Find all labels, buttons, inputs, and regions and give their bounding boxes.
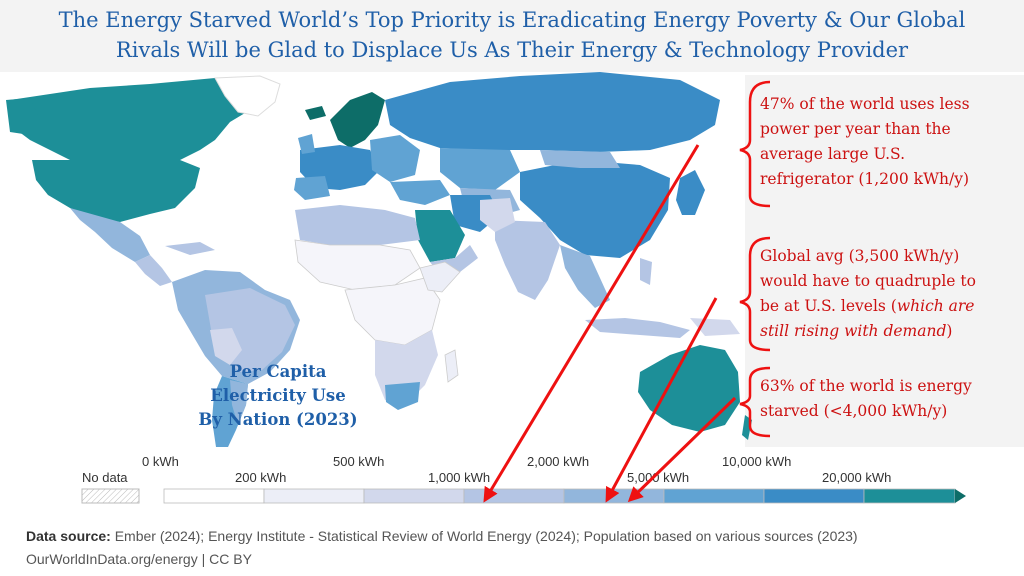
australia	[638, 345, 740, 432]
philippines	[640, 258, 652, 285]
data-source-site: OurWorldInData.org/energy | CC BY	[26, 551, 252, 567]
map-label-line-1: Per Capita	[229, 362, 327, 381]
turkey-levant	[390, 180, 450, 205]
brace-2	[739, 236, 771, 352]
map-label-line-2: Electricity Use	[210, 386, 346, 405]
iceland	[305, 106, 326, 120]
southeast-asia	[560, 245, 610, 308]
north-africa	[295, 205, 420, 245]
legend-tick-10000: 10,000 kWh	[722, 454, 792, 469]
canada-greenland	[10, 78, 265, 165]
arrow-energy-starved	[627, 396, 737, 503]
south-africa	[385, 382, 420, 410]
callout-1-line-4: refrigerator (1,200 kWh/y)	[760, 170, 970, 188]
arrow-refrigerator	[483, 144, 700, 503]
scandinavia	[330, 92, 385, 148]
callout-2-line-2: would have to quadruple to	[760, 272, 976, 290]
callout-2-line-3: be at U.S. levels (which are	[760, 297, 975, 315]
legend-tick-20000: 20,000 kWh	[822, 470, 892, 485]
map-label: Per Capita Electricity Use By Nation (20…	[178, 360, 378, 432]
mongolia	[540, 150, 620, 168]
saudi-arabia	[415, 210, 465, 262]
china	[520, 160, 670, 258]
legend-bin-0	[163, 488, 265, 504]
legend-bin-1	[263, 488, 365, 504]
uk	[298, 134, 315, 154]
data-source: Data source: Ember (2024); Energy Instit…	[26, 528, 858, 544]
indonesia	[585, 318, 690, 338]
title-line-2: Rivals Will be Glad to Displace Us As Th…	[115, 38, 909, 62]
bolivia-paraguay	[210, 328, 242, 365]
madagascar	[444, 349, 459, 383]
callout-1-line-3: average large U.S.	[760, 145, 906, 163]
legend-tick-5000: 5,000 kWh	[627, 470, 690, 485]
callout-2-line-1: Global avg (3,500 kWh/y)	[760, 247, 960, 265]
legend-tick-2000: 2,000 kWh	[527, 454, 590, 469]
callout-3-line-2: starved (<4,000 kWh/y)	[760, 402, 948, 420]
legend-bin-2	[363, 488, 465, 504]
callout-1-line-2: power per year than the	[760, 120, 951, 138]
eastern-europe	[370, 135, 420, 182]
usa	[32, 160, 200, 222]
callout-global-avg: Global avg (3,500 kWh/y) would have to q…	[760, 244, 976, 344]
alaska	[6, 98, 40, 135]
legend-bin-7	[863, 488, 956, 504]
horn-africa	[419, 261, 461, 293]
pakistan-afgh	[480, 198, 515, 232]
central-america	[135, 255, 172, 286]
legend-bins	[163, 488, 956, 504]
legend-bin-3	[463, 488, 565, 504]
callout-2-line-4: still rising with demand)	[760, 322, 953, 340]
callout-energy-starved: 63% of the world is energy starved (<4,0…	[760, 374, 972, 424]
map-label-line-3: By Nation (2023)	[198, 410, 358, 429]
greenland	[214, 75, 281, 117]
callout-panel	[745, 75, 1024, 447]
callout-1-line-1: 47% of the world uses less	[760, 95, 970, 113]
legend-bin-6	[763, 488, 865, 504]
legend-bin-5	[663, 488, 765, 504]
legend-no-data-swatch	[81, 488, 140, 504]
legend-bin-4	[563, 488, 665, 504]
russia	[385, 72, 720, 152]
india	[495, 220, 560, 300]
kazakhstan	[440, 148, 520, 190]
callout-3-line-1: 63% of the world is energy	[760, 377, 972, 395]
legend-tick-1000: 1,000 kWh	[428, 470, 491, 485]
sahel-west-africa	[294, 239, 421, 291]
argentina-light	[230, 380, 248, 425]
legend-tick-0: 0 kWh	[142, 454, 179, 469]
iberia	[294, 176, 330, 200]
legend-no-data-label: No data	[82, 470, 128, 485]
legend-tick-500: 500 kWh	[333, 454, 385, 469]
caribbean	[165, 242, 215, 255]
arrow-global-avg	[605, 297, 718, 503]
brace-1	[739, 80, 771, 208]
japan-korea	[676, 170, 705, 215]
legend-tick-200: 200 kWh	[235, 470, 287, 485]
brace-3	[739, 366, 771, 438]
title-band	[0, 0, 1024, 72]
mexico	[70, 208, 150, 262]
legend-arrow-end	[955, 489, 966, 503]
title-line-1: The Energy Starved World’s Top Priority …	[58, 8, 966, 32]
callout-refrigerator: 47% of the world uses less power per yea…	[760, 92, 970, 192]
